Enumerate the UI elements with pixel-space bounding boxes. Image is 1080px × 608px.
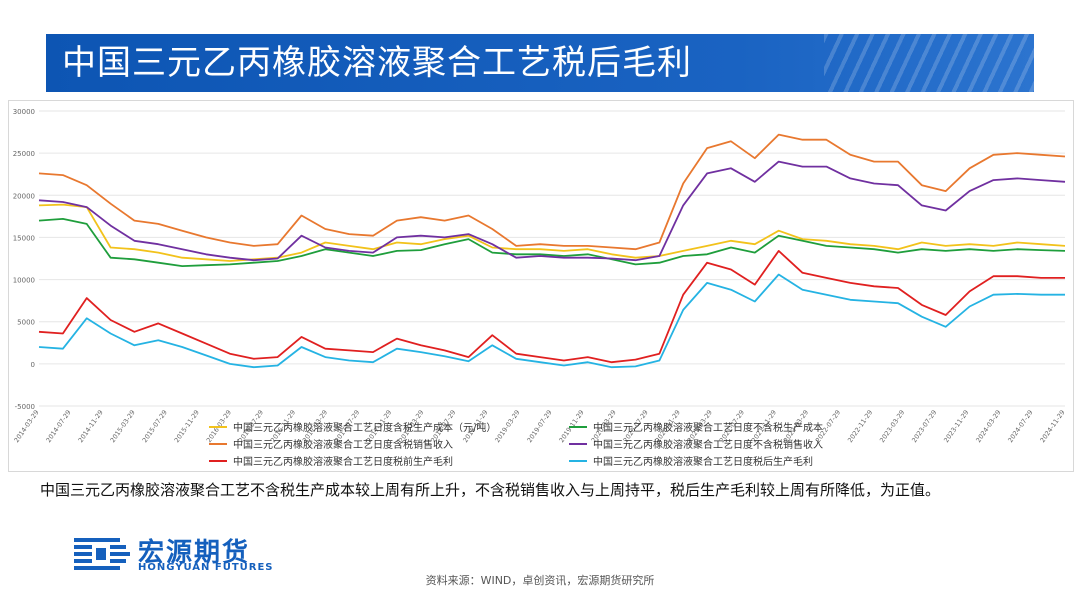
source-note: 资料来源：WIND，卓创资讯，宏源期货研究所 — [425, 574, 655, 587]
legend-label: 中国三元乙丙橡胶溶液聚合工艺日度不含税销售收入 — [593, 440, 823, 451]
x-tick-label: 2024-03-29 — [974, 409, 1002, 445]
chart-panel: 30000 25000 20000 15000 10000 5000 0 -5000 2014… — [8, 100, 1074, 472]
legend-item: 中国三元乙丙橡胶溶液聚合工艺日度含税销售收入 — [209, 436, 569, 451]
x-tick-label: 2024-07-29 — [1006, 409, 1034, 445]
x-tick-label: 2015-11-29 — [173, 409, 201, 445]
legend-swatch — [569, 425, 587, 428]
line-chart: 30000 25000 20000 15000 10000 5000 0 -5000 2014… — [12, 108, 1066, 445]
y-tick-label: 10000 — [13, 277, 35, 285]
y-tick-label: -5000 — [15, 403, 35, 411]
legend-item: 中国三元乙丙橡胶溶液聚合工艺日度不含税销售收入 — [569, 436, 929, 451]
logo-text-cn: 宏源期货 — [138, 538, 251, 568]
analysis-note: 中国三元乙丙橡胶溶液聚合工艺不含税生产成本较上周有所上升，不含税销售收入与上周持… — [40, 481, 941, 499]
legend-label: 中国三元乙丙橡胶溶液聚合工艺日度税前生产毛利 — [233, 457, 453, 468]
legend-item: 中国三元乙丙橡胶溶液聚合工艺日度税后生产毛利 — [569, 453, 929, 468]
legend-label: 中国三元乙丙橡胶溶液聚合工艺日度含税生产成本（元/吨） — [233, 423, 497, 434]
y-tick-label: 15000 — [13, 234, 35, 242]
legend-item: 中国三元乙丙橡胶溶液聚合工艺日度税前生产毛利 — [209, 453, 569, 468]
y-tick-label: 20000 — [13, 192, 35, 200]
series-line-6 — [38, 273, 1065, 369]
y-tick-label: 0 — [31, 361, 35, 369]
legend-label: 中国三元乙丙橡胶溶液聚合工艺日度不含税生产成本 — [593, 423, 823, 434]
x-tick-label: 2014-11-29 — [77, 409, 105, 445]
series-line-2 — [38, 218, 1066, 267]
series-line-5 — [38, 250, 1065, 364]
legend-swatch — [209, 425, 227, 428]
series-line-3 — [38, 133, 1066, 251]
y-axis: 30000 25000 20000 15000 10000 5000 0 -5000 — [13, 108, 35, 411]
y-tick-label: 5000 — [17, 319, 35, 327]
x-tick-label: 2023-11-29 — [942, 409, 970, 445]
y-tick-label: 25000 — [13, 150, 35, 158]
legend-item: 中国三元乙丙橡胶溶液聚合工艺日度不含税生产成本 — [569, 419, 929, 434]
x-tick-label: 2015-03-29 — [109, 409, 137, 445]
page-title: 中国三元乙丙橡胶溶液聚合工艺税后毛利 — [62, 43, 692, 83]
legend-label: 中国三元乙丙橡胶溶液聚合工艺日度含税销售收入 — [233, 440, 453, 451]
x-tick-label: 2024-11-29 — [1038, 409, 1066, 445]
legend-swatch — [569, 459, 587, 462]
y-tick-label: 30000 — [13, 108, 35, 116]
series-line-1 — [38, 203, 1066, 262]
x-tick-label: 2014-07-29 — [44, 409, 72, 445]
legend-swatch — [569, 442, 587, 445]
series-line-4 — [38, 160, 1066, 262]
chart-series — [38, 133, 1066, 369]
legend-item: 中国三元乙丙橡胶溶液聚合工艺日度含税生产成本（元/吨） — [209, 419, 569, 434]
legend-label: 中国三元乙丙橡胶溶液聚合工艺日度税后生产毛利 — [593, 457, 813, 468]
company-logo: 宏源期货 HONGYUAN FUTURES — [72, 532, 312, 576]
x-tick-label: 2014-03-29 — [12, 409, 40, 445]
chart-legend: 中国三元乙丙橡胶溶液聚合工艺日度含税生产成本（元/吨） 中国三元乙丙橡胶溶液聚合工… — [209, 419, 929, 468]
title-banner: 中国三元乙丙橡胶溶液聚合工艺税后毛利 — [46, 34, 1034, 92]
legend-swatch — [209, 442, 227, 445]
legend-swatch — [209, 459, 227, 462]
logo-text-en: HONGYUAN FUTURES — [138, 562, 274, 573]
logo-emblem-icon — [74, 538, 130, 570]
x-tick-label: 2015-07-29 — [141, 409, 169, 445]
